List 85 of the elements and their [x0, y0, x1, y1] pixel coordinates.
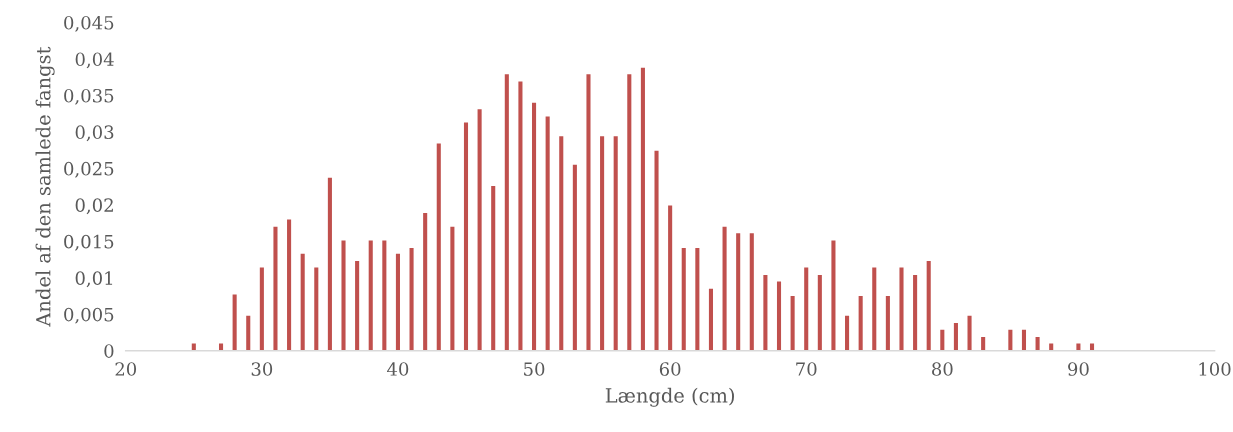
y-tick-label: 0,04 — [75, 52, 114, 69]
bar — [708, 288, 713, 351]
bar — [327, 177, 332, 351]
bar — [668, 205, 673, 351]
bar — [940, 329, 945, 351]
bar — [953, 323, 958, 351]
bar — [831, 240, 836, 351]
bar — [1035, 336, 1040, 351]
bar — [845, 315, 850, 351]
bar — [518, 81, 523, 351]
y-axis-title: Andel af den samlede fangst — [35, 46, 55, 327]
bar — [872, 267, 877, 351]
bar — [395, 253, 400, 351]
bar — [967, 315, 972, 351]
bar — [763, 274, 768, 351]
bar — [436, 143, 441, 351]
x-axis-title: Længde (cm) — [605, 387, 734, 407]
bar — [477, 109, 482, 351]
bar — [1021, 329, 1027, 351]
y-tick-label: 0,015 — [64, 234, 114, 251]
bar — [981, 336, 986, 351]
bar — [1008, 329, 1013, 351]
bar — [273, 226, 278, 351]
bar — [586, 74, 591, 351]
bar — [341, 240, 346, 351]
bar — [532, 102, 537, 351]
bar — [858, 296, 863, 351]
bar — [736, 233, 741, 351]
y-tick-label: 0,025 — [64, 161, 114, 178]
bar — [545, 116, 550, 351]
y-tick-label: 0,035 — [64, 88, 114, 105]
bar — [491, 185, 496, 351]
bar — [504, 74, 509, 351]
y-tick-label: 0,03 — [75, 125, 114, 142]
bar — [423, 212, 428, 351]
bar — [913, 274, 918, 351]
bar — [246, 315, 251, 351]
x-tick-label: 20 — [115, 362, 137, 376]
bar — [314, 267, 319, 351]
y-tick-label: 0 — [104, 344, 114, 358]
bar — [627, 74, 632, 351]
bar — [382, 240, 387, 351]
x-tick-label: 80 — [932, 362, 953, 376]
bar — [1089, 343, 1095, 351]
bar — [600, 136, 605, 351]
y-tick-label: 0,045 — [64, 15, 114, 32]
bar — [681, 247, 686, 351]
bar — [463, 122, 469, 351]
bar — [695, 247, 700, 351]
bar — [804, 267, 809, 351]
bar — [749, 233, 754, 351]
bar — [218, 343, 224, 351]
bar — [450, 226, 455, 351]
y-tick-label: 0,005 — [64, 307, 114, 324]
bar — [191, 343, 196, 351]
y-tick-label: 0,01 — [75, 271, 113, 288]
bar — [654, 150, 659, 351]
x-tick-label: 70 — [796, 362, 817, 376]
x-tick-label: 30 — [251, 362, 273, 376]
bar — [355, 261, 360, 351]
bar — [572, 164, 577, 351]
y-tick-label: 0,02 — [75, 198, 113, 215]
bar — [613, 136, 618, 351]
bar — [790, 296, 795, 351]
bar — [926, 261, 931, 351]
bar — [259, 267, 264, 351]
bar — [885, 296, 890, 351]
x-tick-label: 40 — [387, 362, 409, 376]
bar — [722, 226, 727, 351]
bar — [300, 253, 305, 351]
bar — [287, 219, 292, 351]
bar — [899, 267, 904, 351]
bar — [1049, 343, 1054, 351]
bar — [368, 240, 373, 351]
bar — [559, 136, 564, 351]
x-tick-label: 50 — [524, 362, 545, 376]
x-tick-label: 100 — [1199, 362, 1231, 376]
bar — [776, 281, 782, 351]
x-tick-label: 90 — [1068, 362, 1089, 376]
bar — [409, 247, 414, 351]
bar — [817, 274, 822, 351]
bar — [640, 67, 645, 351]
bar — [1076, 343, 1081, 351]
x-tick-label: 60 — [659, 362, 681, 376]
bar — [232, 294, 237, 351]
